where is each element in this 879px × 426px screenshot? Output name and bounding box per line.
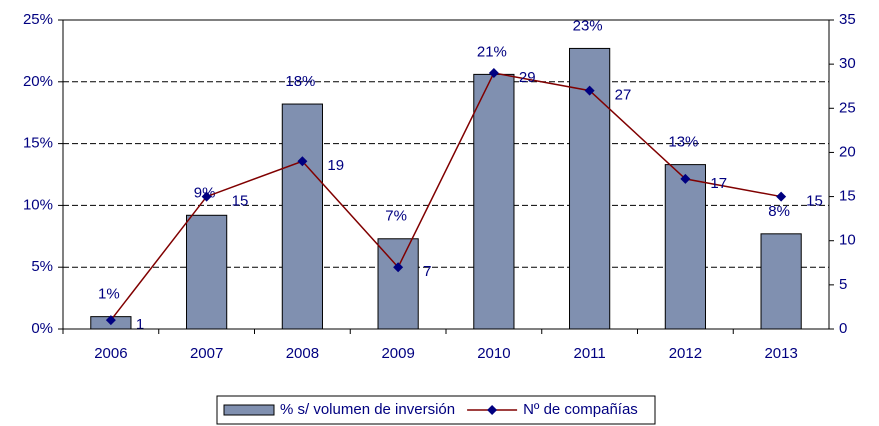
line	[110, 72, 782, 321]
bar	[473, 73, 515, 330]
line-marker	[393, 262, 404, 273]
x-tick-label: 2010	[477, 345, 510, 362]
bar	[377, 238, 419, 330]
y2-tick-label: 10	[839, 232, 856, 249]
line-marker	[584, 85, 595, 96]
bar-value-label: 7%	[385, 208, 407, 225]
line-marker	[201, 191, 212, 202]
legend-box	[216, 395, 656, 425]
bar	[186, 214, 228, 330]
line-value-label: 15	[806, 193, 823, 210]
y2-tick-label: 0	[839, 320, 847, 337]
y2-tick-label: 5	[839, 276, 847, 293]
y-tick-label: 10%	[23, 196, 53, 213]
y2-tick-label: 30	[839, 55, 856, 72]
bar-value-label: 1%	[98, 286, 120, 303]
bar-value-label: 8%	[768, 203, 790, 220]
legend-swatch	[223, 404, 275, 416]
plot-border	[62, 19, 830, 330]
x-tick-label: 2011	[573, 345, 605, 362]
line-value-label: 19	[327, 157, 344, 174]
legend-label: Nº de compañías	[523, 401, 638, 418]
x-tick-label: 2012	[669, 345, 702, 362]
y2-tick-label: 20	[839, 143, 856, 160]
bar-value-label: 21%	[477, 43, 507, 60]
x-tick-label: 2007	[190, 345, 223, 362]
legend-label: % s/ volumen de inversión	[280, 401, 455, 418]
line-marker	[680, 173, 691, 184]
y-tick-label: 15%	[23, 135, 53, 152]
line-marker	[776, 191, 787, 202]
x-tick-label: 2008	[286, 345, 319, 362]
bar	[281, 103, 323, 330]
x-tick-label: 2006	[94, 345, 127, 362]
line-value-label: 15	[232, 193, 249, 210]
line-marker	[105, 315, 116, 326]
bar-value-label: 18%	[285, 73, 315, 90]
y-tick-label: 25%	[23, 11, 53, 28]
legend-marker	[487, 405, 498, 415]
line-value-label: 1	[136, 316, 144, 333]
line-marker	[488, 67, 499, 78]
line-value-label: 27	[615, 87, 632, 104]
bar	[664, 164, 706, 330]
y2-tick-label: 15	[839, 188, 856, 205]
line-value-label: 7	[423, 263, 431, 280]
x-tick-label: 2013	[764, 345, 797, 362]
y-tick-label: 0%	[31, 320, 53, 337]
y2-tick-label: 35	[839, 11, 856, 28]
line-marker	[297, 156, 308, 167]
bar-value-label: 13%	[668, 134, 698, 151]
x-tick-label: 2009	[381, 345, 414, 362]
y-tick-label: 20%	[23, 73, 53, 90]
bar-value-label: 23%	[573, 17, 603, 34]
y-tick-label: 5%	[31, 258, 53, 275]
line-value-label: 17	[710, 175, 727, 192]
y2-tick-label: 25	[839, 99, 856, 116]
line-value-label: 29	[519, 69, 536, 86]
bar	[760, 233, 802, 330]
